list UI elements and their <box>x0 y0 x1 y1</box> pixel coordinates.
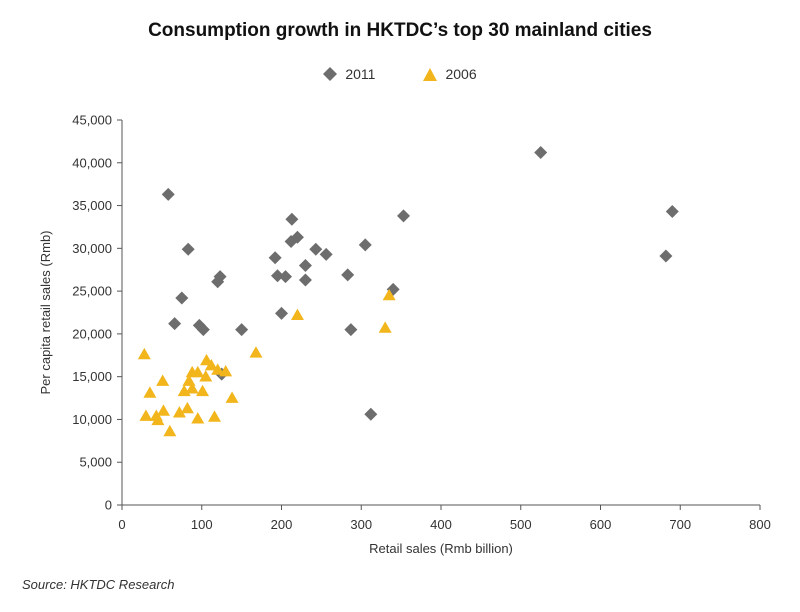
data-point-2006 <box>290 308 304 320</box>
data-point-2011 <box>278 270 292 284</box>
y-tick-label: 10,000 <box>72 412 112 427</box>
x-tick-label: 100 <box>191 517 213 532</box>
x-tick-label: 300 <box>350 517 372 532</box>
data-point-2011 <box>298 258 312 272</box>
data-point-2011 <box>397 209 411 223</box>
data-point-2011 <box>168 317 182 331</box>
data-point-2011 <box>298 273 312 287</box>
data-point-2006 <box>382 288 396 301</box>
legend-item-2011: 2011 <box>323 66 375 82</box>
data-point-2006 <box>191 412 205 424</box>
data-point-2006 <box>180 401 194 414</box>
diamond-marker-icon <box>323 67 338 81</box>
data-point-2006 <box>211 363 225 375</box>
data-point-2006 <box>191 365 205 378</box>
chart-title: Consumption growth in HKTDC’s top 30 mai… <box>148 20 652 41</box>
data-point-2011 <box>285 212 299 226</box>
data-point-2011 <box>196 323 210 337</box>
x-tick-label: 600 <box>590 517 612 532</box>
data-point-2011 <box>268 251 282 265</box>
data-point-2011 <box>659 249 673 263</box>
data-point-2006 <box>172 406 186 418</box>
y-tick-label: 20,000 <box>72 326 112 341</box>
triangle-marker-icon <box>423 67 438 81</box>
data-point-2011 <box>534 146 548 160</box>
data-point-2011 <box>271 269 285 283</box>
data-point-2006 <box>225 391 239 403</box>
data-point-2006 <box>143 386 157 398</box>
data-point-2011 <box>290 230 304 244</box>
data-point-2006 <box>139 409 153 421</box>
x-tick-label: 400 <box>430 517 452 532</box>
data-point-2011 <box>175 291 189 305</box>
y-axis-title: Per capita retail sales (Rmb) <box>38 231 53 395</box>
data-point-2006 <box>204 359 218 371</box>
data-point-2011 <box>309 242 323 256</box>
x-tick-label: 500 <box>510 517 532 532</box>
data-point-2006 <box>185 382 199 394</box>
source-note: Source: HKTDC Research <box>22 577 175 592</box>
data-point-2011 <box>275 306 288 320</box>
x-tick-label: 800 <box>749 517 771 532</box>
y-tick-label: 30,000 <box>72 241 112 256</box>
data-point-2006 <box>151 413 165 426</box>
data-point-2006 <box>219 365 233 377</box>
x-tick-label: 0 <box>118 517 125 532</box>
data-point-2011 <box>344 323 358 337</box>
legend-item-2006: 2006 <box>423 66 477 82</box>
x-tick-label: 200 <box>271 517 293 532</box>
data-point-2011 <box>364 407 378 421</box>
data-point-2006 <box>137 347 151 360</box>
legend: 2011 2006 <box>0 66 800 82</box>
data-point-2006 <box>156 404 170 416</box>
data-point-2011 <box>358 238 372 252</box>
y-tick-label: 15,000 <box>72 369 112 384</box>
data-point-2011 <box>665 205 679 219</box>
data-point-2011 <box>213 270 227 284</box>
legend-label-2006: 2006 <box>445 66 477 82</box>
data-point-2006 <box>249 346 263 358</box>
y-tick-label: 45,000 <box>72 113 112 128</box>
data-point-2011 <box>319 247 333 261</box>
data-point-2011 <box>235 323 249 337</box>
data-point-2006 <box>199 370 213 382</box>
data-point-2011 <box>181 242 195 256</box>
data-point-2006 <box>156 374 170 386</box>
y-tick-label: 5,000 <box>79 455 112 470</box>
data-point-2006 <box>208 410 222 422</box>
y-tick-label: 35,000 <box>72 198 112 213</box>
x-tick-label: 700 <box>669 517 691 532</box>
y-tick-label: 40,000 <box>72 155 112 170</box>
legend-label-2011: 2011 <box>345 66 376 82</box>
x-axis-title: Retail sales (Rmb billion) <box>369 541 513 556</box>
data-point-2006 <box>196 384 210 397</box>
data-point-2006 <box>163 424 177 437</box>
y-tick-label: 0 <box>105 498 112 513</box>
data-point-2011 <box>341 268 355 282</box>
data-point-2011 <box>161 187 175 201</box>
data-point-2006 <box>378 321 392 333</box>
y-tick-label: 25,000 <box>72 284 112 299</box>
